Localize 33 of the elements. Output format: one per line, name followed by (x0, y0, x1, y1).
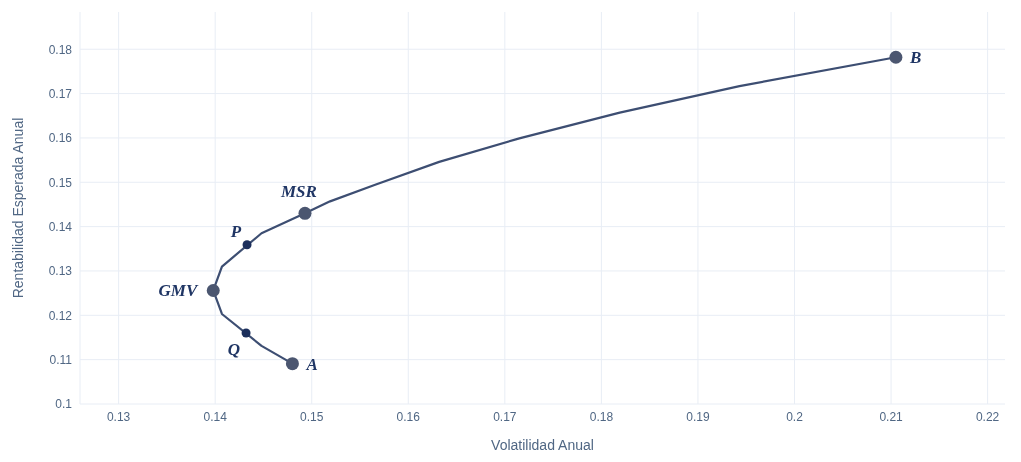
x-axis-title: Volatilidad Anual (491, 437, 594, 453)
x-tick-label: 0.2 (786, 409, 804, 424)
point (285, 357, 299, 371)
annotation: Q (227, 340, 241, 360)
y-tick-label: 0.12 (48, 308, 73, 323)
y-tick-label: 0.17 (48, 86, 73, 101)
point (889, 50, 903, 64)
x-tick-label: 0.15 (300, 409, 324, 424)
point (242, 240, 252, 250)
point (206, 283, 220, 297)
x-tick-label: 0.14 (203, 409, 228, 424)
y-tick-label: 0.14 (48, 219, 73, 234)
y-tick-label: 0.13 (48, 264, 73, 279)
y-tick-label: 0.16 (48, 131, 73, 146)
point (241, 328, 251, 338)
annotation: P (229, 221, 242, 241)
x-tick-label: 0.17 (493, 409, 517, 424)
x-tick-label: 0.13 (106, 409, 131, 424)
annotation: B (908, 48, 922, 68)
x-tick-label: 0.16 (396, 409, 421, 424)
y-tick-label: 0.15 (48, 175, 73, 190)
annotation: A (305, 354, 318, 374)
y-tick-label: 0.11 (49, 352, 73, 367)
annotation: MSR (280, 182, 317, 202)
y-tick-label: 0.18 (48, 42, 73, 57)
y-axis-title: Rentabilidad Esperada Anual (9, 117, 26, 299)
x-tick-label: 0.22 (975, 409, 1000, 424)
y-tick-label: 0.1 (55, 397, 73, 412)
x-tick-label: 0.18 (589, 409, 614, 424)
x-tick-label: 0.21 (879, 409, 904, 424)
point (298, 206, 312, 220)
annotation: GMV (158, 281, 199, 301)
x-tick-label: 0.19 (686, 409, 710, 424)
